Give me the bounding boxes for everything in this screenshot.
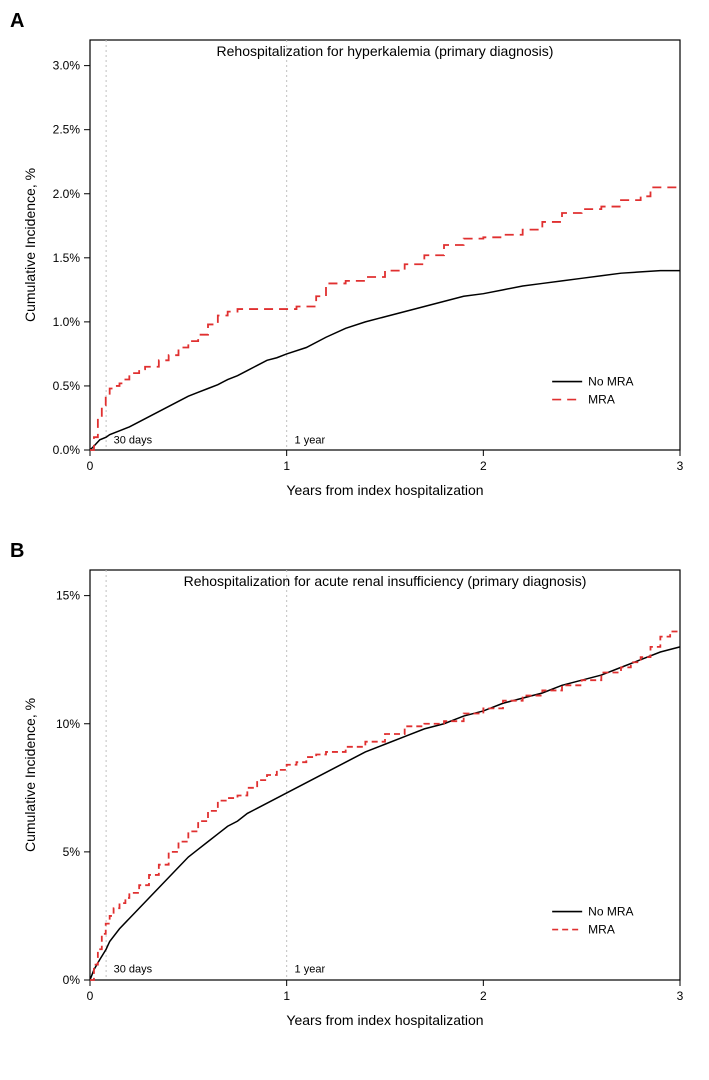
svg-text:MRA: MRA (588, 393, 615, 407)
svg-text:0%: 0% (63, 973, 81, 987)
svg-text:10%: 10% (56, 717, 80, 731)
svg-text:0.0%: 0.0% (53, 443, 81, 457)
svg-text:1 year: 1 year (295, 963, 326, 975)
svg-text:2: 2 (480, 459, 487, 473)
panel-a-label: A (10, 10, 24, 33)
panel-a: A 0.0% 0.5% 1.0% 1.5% 2.0% 2.5% 3.0% 0 1 2 3 Rehosp… (10, 10, 699, 520)
svg-text:1: 1 (283, 989, 290, 1003)
svg-text:3: 3 (677, 459, 684, 473)
svg-text:30 days: 30 days (114, 963, 153, 975)
svg-text:0.5%: 0.5% (53, 379, 81, 393)
svg-text:No MRA: No MRA (588, 905, 633, 919)
svg-text:1.0%: 1.0% (53, 315, 81, 329)
chart-a: 0.0% 0.5% 1.0% 1.5% 2.0% 2.5% 3.0% 0 1 2 3 Rehospit… (10, 10, 699, 520)
svg-text:1 year: 1 year (295, 435, 326, 447)
figure: A 0.0% 0.5% 1.0% 1.5% 2.0% 2.5% 3.0% 0 1 2 3 Rehosp… (10, 10, 699, 1050)
svg-text:1.5%: 1.5% (53, 251, 81, 265)
svg-text:1: 1 (283, 459, 290, 473)
svg-text:3.0%: 3.0% (53, 59, 81, 73)
svg-text:Rehospitalization for hyperkal: Rehospitalization for hyperkalemia (prim… (217, 43, 554, 59)
svg-text:Cumulative Incidence, %: Cumulative Incidence, % (22, 698, 38, 852)
svg-text:30 days: 30 days (114, 435, 153, 447)
panel-b: B 0% 5% 10% 15% 0 1 2 3 Rehospitalization for ac… (10, 540, 699, 1050)
svg-text:2.5%: 2.5% (53, 123, 81, 137)
svg-text:Cumulative Incidence, %: Cumulative Incidence, % (22, 168, 38, 322)
svg-text:Rehospitalization for acute re: Rehospitalization for acute renal insuff… (184, 573, 587, 589)
svg-text:0: 0 (87, 459, 94, 473)
svg-text:2.0%: 2.0% (53, 187, 81, 201)
svg-text:5%: 5% (63, 845, 81, 859)
svg-text:Years from index hospitalizati: Years from index hospitalization (286, 1012, 483, 1028)
svg-text:15%: 15% (56, 589, 80, 603)
panel-b-label: B (10, 540, 24, 563)
svg-text:Years from index hospitalizati: Years from index hospitalization (286, 482, 483, 498)
svg-text:0: 0 (87, 989, 94, 1003)
svg-text:3: 3 (677, 989, 684, 1003)
chart-b: 0% 5% 10% 15% 0 1 2 3 Rehospitalization for acut… (10, 540, 699, 1050)
svg-text:2: 2 (480, 989, 487, 1003)
svg-text:No MRA: No MRA (588, 375, 633, 389)
svg-text:MRA: MRA (588, 923, 615, 937)
